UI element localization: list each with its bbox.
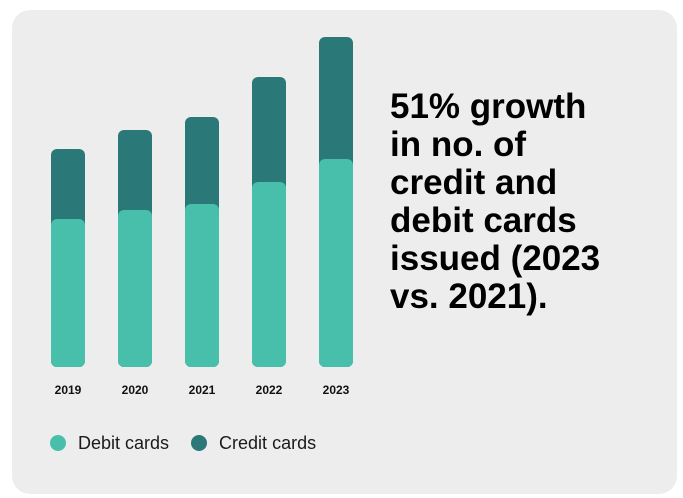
x-tick-label-2023: 2023 [323,383,350,397]
x-tick-label-2021: 2021 [189,383,216,397]
x-tick-label-2022: 2022 [256,383,283,397]
legend-label-debit: Debit cards [78,432,170,453]
headline-text: 51% growth in no. of credit and debit ca… [390,87,601,316]
legend-swatch-debit [50,435,66,451]
bar-debit-2022 [252,182,286,367]
bars-layer [51,37,353,367]
chart-legend: Debit cards Credit cards [50,430,338,456]
legend-item-debit: Debit cards [50,433,169,454]
bar-debit-2021 [185,204,219,367]
legend-item-credit: Credit cards [191,433,316,454]
bar-debit-2023 [319,159,353,367]
legend-swatch-credit [191,435,208,451]
x-tick-label-2020: 2020 [122,383,149,397]
x-axis-ticks: 2019 2020 2021 2022 2023 [55,383,350,397]
legend-label-credit: Credit cards [219,432,317,453]
bar-debit-2019 [51,219,85,367]
bar-debit-2020 [118,210,152,367]
x-tick-label-2019: 2019 [55,383,82,397]
